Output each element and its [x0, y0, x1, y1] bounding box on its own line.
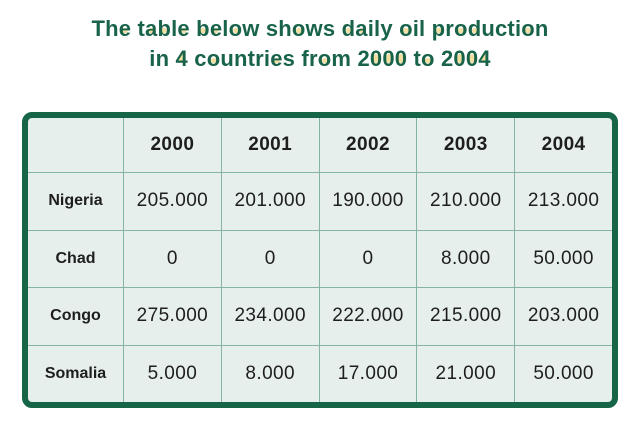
- page-title: The table below shows daily oil producti…: [0, 14, 640, 74]
- value-cell-nigeria-2004: 213.000: [514, 172, 612, 230]
- value-cell-chad-2001: 0: [220, 229, 319, 287]
- value-cell-somalia-2000: 5.000: [123, 344, 221, 402]
- year-header-2003: 2003: [416, 118, 514, 172]
- country-label-chad: Chad: [28, 229, 123, 288]
- value-cell-chad-2003: 8.000: [416, 229, 515, 287]
- value-cell-congo-2004: 203.000: [514, 287, 612, 345]
- table-corner-cell: [28, 118, 123, 172]
- value-cell-congo-2003: 215.000: [416, 287, 515, 345]
- value-cell-congo-2002: 222.000: [318, 287, 417, 345]
- year-header-2001: 2001: [220, 118, 319, 172]
- value-cell-nigeria-2002: 190.000: [318, 172, 417, 230]
- oil-production-table: 2000 2001 2002 2003 2004 Nigeria 205.000…: [22, 112, 618, 408]
- year-header-2002: 2002: [318, 118, 417, 172]
- page-title-line-1: The table below shows daily oil producti…: [91, 16, 549, 41]
- value-cell-congo-2000: 275.000: [123, 287, 221, 345]
- year-header-2004: 2004: [514, 118, 612, 172]
- value-cell-somalia-2001: 8.000: [220, 344, 319, 402]
- value-cell-somalia-2004: 50.000: [514, 344, 612, 402]
- value-cell-chad-2004: 50.000: [514, 229, 612, 287]
- value-cell-somalia-2002: 17.000: [318, 344, 417, 402]
- page-title-line-2: in 4 countries from 2000 to 2004: [149, 46, 491, 71]
- table-grid: 2000 2001 2002 2003 2004 Nigeria 205.000…: [28, 118, 612, 402]
- value-cell-nigeria-2001: 201.000: [220, 172, 319, 230]
- country-label-nigeria: Nigeria: [28, 172, 123, 230]
- value-cell-chad-2000: 0: [123, 229, 221, 287]
- value-cell-chad-2002: 0: [318, 229, 417, 287]
- country-label-congo: Congo: [28, 287, 123, 345]
- country-label-somalia: Somalia: [28, 344, 123, 403]
- value-cell-nigeria-2000: 205.000: [123, 172, 221, 230]
- value-cell-congo-2001: 234.000: [220, 287, 319, 345]
- year-header-2000: 2000: [123, 118, 221, 172]
- value-cell-somalia-2003: 21.000: [416, 344, 515, 402]
- value-cell-nigeria-2003: 210.000: [416, 172, 515, 230]
